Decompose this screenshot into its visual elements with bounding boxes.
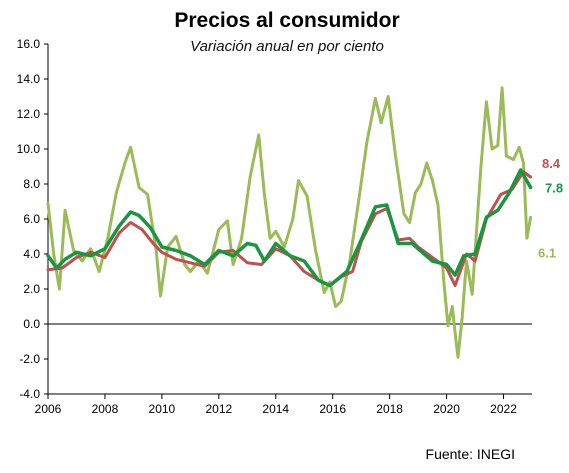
y-tick-label: 0.0 [23,317,40,331]
non-core-series-line [46,86,533,359]
x-tick-label: 2018 [376,402,403,416]
y-tick-label: 12.0 [17,107,41,121]
y-tick-label: 8.0 [23,177,40,191]
series-layer [46,86,533,359]
y-tick-label: 14.0 [17,72,41,86]
y-tick-label: 4.0 [23,247,40,261]
x-tick-label: 2012 [205,402,232,416]
y-tick-label: 2.0 [23,282,40,296]
core-end-label: 7.8 [545,181,563,196]
labels-layer: 8.4 7.8 6.1 [538,156,563,260]
axes-layer: 16.014.012.010.08.06.04.02.00.0-2.0-4.02… [17,37,532,416]
non-core-end-label: 6.1 [538,245,556,260]
x-tick-label: 2022 [490,402,517,416]
y-tick-label: 6.0 [23,212,40,226]
x-tick-label: 2006 [35,402,62,416]
headline-end-label: 8.4 [542,156,561,171]
source-note: Fuente: INEGI [426,446,515,462]
x-tick-label: 2016 [319,402,346,416]
x-tick-label: 2010 [149,402,176,416]
y-tick-label: 10.0 [17,142,41,156]
chart-title: Precios al consumidor [174,9,399,32]
x-tick-label: 2020 [433,402,460,416]
y-tick-label: 16.0 [17,37,41,51]
chart-subtitle: Variación anual en por ciento [190,38,384,55]
y-tick-label: -4.0 [19,387,40,401]
x-tick-label: 2014 [262,402,289,416]
headline-series-line [46,170,533,287]
x-tick-label: 2008 [92,402,119,416]
y-tick-label: -2.0 [19,352,40,366]
core-series-line [46,168,533,288]
